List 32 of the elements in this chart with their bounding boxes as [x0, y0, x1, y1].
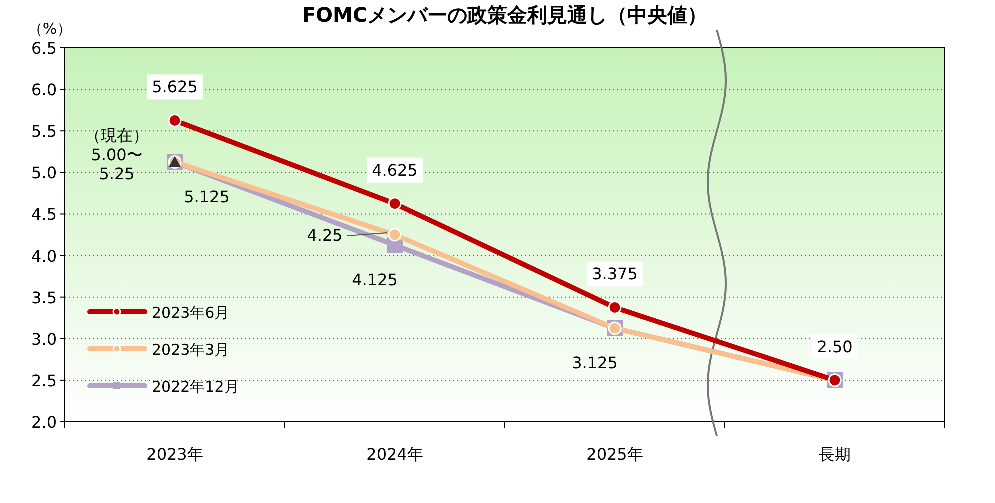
y-tick-label: 4.5 — [32, 205, 57, 224]
data-label: 4.25 — [307, 226, 343, 245]
y-tick-label: 5.0 — [32, 164, 57, 183]
legend-label: 2023年6月 — [152, 304, 230, 322]
y-axis-title: （%） — [28, 20, 72, 38]
data-label: 5.625 — [152, 78, 198, 97]
data-label: （現在） 5.00〜 5.25 — [85, 126, 149, 184]
y-tick-label: 6.0 — [32, 80, 57, 100]
data-label: 2.50 — [817, 337, 853, 356]
data-label: 4.625 — [372, 160, 418, 180]
y-tick-label: 2.5 — [32, 371, 57, 390]
x-tick-label: 2024年 — [366, 445, 424, 464]
data-label: 3.125 — [572, 354, 618, 372]
point — [608, 300, 622, 314]
legend-label: 2023年3月 — [152, 341, 230, 359]
x-tick-label: 長期 — [819, 445, 851, 464]
point — [388, 228, 402, 242]
y-tick-label: 6.5 — [32, 39, 57, 58]
y-tick-label: 4.0 — [32, 246, 57, 266]
y-tick-label: 5.5 — [32, 122, 57, 142]
y-tick-label: 3.5 — [32, 288, 57, 308]
y-tick-label: 2.0 — [32, 413, 57, 432]
point — [388, 197, 402, 211]
point — [168, 114, 182, 128]
data-label: 4.125 — [352, 270, 398, 290]
chart-title: FOMCメンバーの政策金利見通し（中央値） — [302, 3, 708, 27]
data-label: 5.125 — [184, 187, 230, 206]
x-tick-label: 2023年 — [146, 445, 204, 464]
x-tick-label: 2025年 — [586, 445, 644, 464]
data-label: 3.375 — [592, 264, 638, 284]
legend-label: 2022年12月 — [152, 378, 240, 396]
y-tick-label: 3.0 — [32, 330, 57, 349]
